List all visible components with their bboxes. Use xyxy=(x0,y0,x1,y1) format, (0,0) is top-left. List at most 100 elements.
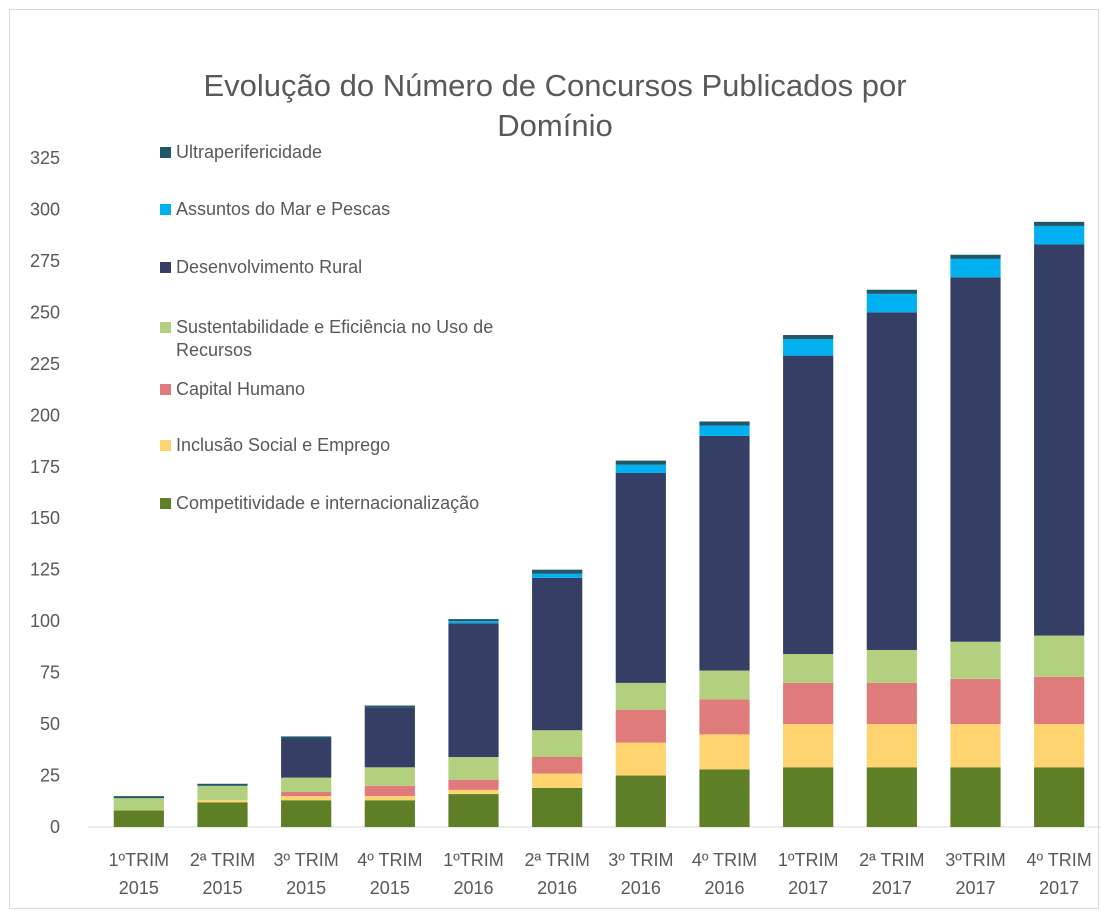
x-tick-line: 3º TRIM xyxy=(608,850,673,870)
bar-segment xyxy=(281,777,332,793)
bar-segment xyxy=(1034,244,1085,636)
y-tick-label: 25 xyxy=(40,766,60,786)
y-tick-label: 75 xyxy=(40,663,60,683)
bar-segment xyxy=(448,789,499,795)
bar-segment xyxy=(950,254,1001,259)
bar-segment xyxy=(615,460,666,465)
bar-segment xyxy=(950,678,1001,725)
legend-label: Assuntos do Mar e Pescas xyxy=(176,199,391,219)
bar-segment xyxy=(615,682,666,710)
bar-segment xyxy=(197,783,248,786)
x-tick-line: 2015 xyxy=(119,878,159,898)
bar-segment xyxy=(113,810,164,827)
bar-segment xyxy=(615,464,666,473)
y-tick-label: 275 xyxy=(30,251,60,271)
bar-segment xyxy=(950,641,1001,679)
x-tick-line: 2017 xyxy=(788,878,828,898)
x-tick-label: 4º TRIM 2016 xyxy=(692,850,757,898)
y-tick-label: 50 xyxy=(40,714,60,734)
legend-item: Assuntos do Mar e Pescas xyxy=(160,198,560,221)
legend-swatch xyxy=(160,498,171,509)
bar-segment xyxy=(197,802,248,827)
legend-item: Ultraperifericidade xyxy=(160,141,560,164)
y-tick-label: 325 xyxy=(30,148,60,168)
bar-segment xyxy=(113,798,164,811)
y-tick-label: 225 xyxy=(30,354,60,374)
bar-segment xyxy=(699,421,750,426)
x-tick-label: 2ª TRIM 2015 xyxy=(190,850,255,898)
bar-segment xyxy=(281,796,332,801)
legend-swatch xyxy=(160,322,171,333)
bar-segment xyxy=(448,621,499,624)
bar-segment xyxy=(699,670,750,700)
bar-segment xyxy=(281,792,332,797)
bar-segment xyxy=(1034,767,1085,827)
bar-segment xyxy=(448,757,499,780)
x-tick-line: 1ºTRIM xyxy=(109,850,170,870)
legend-label: Desenvolvimento Rural xyxy=(176,257,363,277)
legend-item: Competitividade e internacionalização xyxy=(160,492,560,515)
bar-segment xyxy=(866,649,917,683)
legend-item: Desenvolvimento Rural xyxy=(160,256,560,279)
x-tick-line: 2ª TRIM xyxy=(859,850,924,870)
chart-frame xyxy=(9,9,1099,909)
legend-item: Capital Humano xyxy=(160,378,560,401)
bar-segment xyxy=(950,767,1001,827)
x-tick-line: 2016 xyxy=(704,878,744,898)
bar-segment xyxy=(950,258,1001,278)
y-tick-label: 250 xyxy=(30,302,60,322)
x-tick-line: 2016 xyxy=(621,878,661,898)
bar-segment xyxy=(364,800,415,827)
x-tick-line: 2ª TRIM xyxy=(524,850,589,870)
bar-segment xyxy=(532,730,583,758)
x-tick-label: 4º TRIM 2017 xyxy=(1027,850,1092,898)
bar-segment xyxy=(615,472,666,683)
x-tick-line: 3ºTRIM xyxy=(945,850,1006,870)
y-tick-label: 300 xyxy=(30,199,60,219)
y-tick-label: 175 xyxy=(30,457,60,477)
bar-segment xyxy=(448,623,499,758)
x-tick-line: 1ºTRIM xyxy=(443,850,504,870)
bar-segment xyxy=(364,785,415,797)
bar-segment xyxy=(783,724,834,768)
bar-segment xyxy=(783,339,834,356)
bar-segment xyxy=(866,293,917,313)
legend-swatch xyxy=(160,262,171,273)
bar-segment xyxy=(281,738,332,778)
bar-segment xyxy=(699,425,750,436)
bar-segment xyxy=(783,654,834,683)
x-tick-line: 4º TRIM xyxy=(1027,850,1092,870)
bar-segment xyxy=(1034,635,1085,677)
bar-segment xyxy=(783,682,834,725)
bar-segment xyxy=(448,779,499,790)
y-tick-label: 0 xyxy=(50,817,60,837)
y-tick-label: 125 xyxy=(30,560,60,580)
bar-segment xyxy=(950,277,1001,642)
x-tick-line: 2016 xyxy=(537,878,577,898)
bar-segment xyxy=(364,707,415,768)
bar-segment xyxy=(364,767,415,786)
x-tick-line: 2017 xyxy=(872,878,912,898)
x-tick-label: 3º TRIM 2016 xyxy=(608,850,673,898)
bar-segment xyxy=(532,757,583,774)
bar-segment xyxy=(866,312,917,650)
x-tick-label: 3º TRIM 2015 xyxy=(274,850,339,898)
bar-segment xyxy=(783,355,834,655)
bar-segment xyxy=(532,573,583,578)
x-tick-line: 2016 xyxy=(453,878,493,898)
x-tick-label: 3ºTRIM 2017 xyxy=(945,850,1006,898)
bar-segment xyxy=(448,619,499,622)
y-tick-label: 200 xyxy=(30,405,60,425)
bar-segment xyxy=(197,785,248,801)
x-tick-label: 1ºTRIM 2015 xyxy=(109,850,170,898)
bar-segment xyxy=(448,794,499,827)
bar-segment xyxy=(615,775,666,827)
bar-segment xyxy=(699,769,750,827)
legend-item: Sustentabilidade e Eficiência no Uso de … xyxy=(160,316,560,362)
legend-swatch xyxy=(160,204,171,215)
bar-segment xyxy=(615,742,666,776)
legend-item: Inclusão Social e Emprego xyxy=(160,434,560,457)
x-tick-label: 1ºTRIM 2017 xyxy=(778,850,839,898)
legend-swatch xyxy=(160,440,171,451)
x-tick-line: 2ª TRIM xyxy=(190,850,255,870)
